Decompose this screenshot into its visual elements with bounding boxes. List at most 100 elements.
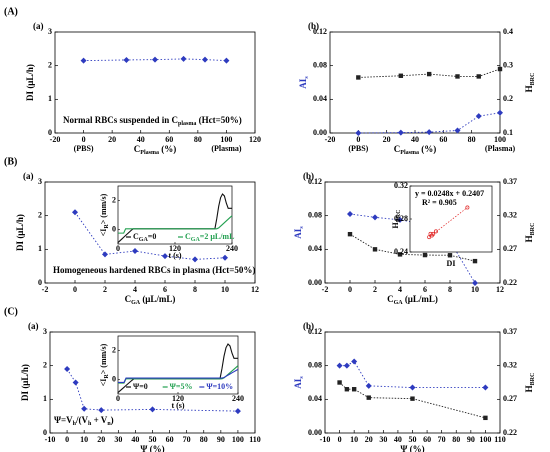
x-axis-label: CPlasma (%) — [394, 144, 436, 156]
y-tick-label: 0.04 — [308, 244, 322, 253]
inset-x-tick-label: 120 — [169, 244, 181, 253]
legend-label-part: C — [185, 232, 191, 241]
inset-y-tick-label: 2 — [112, 195, 116, 204]
y2-tick-label: 0.37 — [503, 177, 517, 186]
legend-label: CGA=2 μL/mL — [185, 232, 234, 244]
y-tick-label: 2 — [43, 360, 47, 369]
marker — [365, 382, 372, 389]
marker — [180, 55, 187, 62]
series-line — [83, 58, 227, 62]
x-tick-label: 2 — [103, 285, 107, 294]
x-tick-label: 40 — [131, 435, 139, 444]
y-tick-label: 0.12 — [313, 27, 327, 36]
y2-tick-label: 0.37 — [503, 327, 517, 336]
inset-y-label-part: R — [104, 224, 110, 229]
marker — [426, 71, 432, 77]
marker — [347, 231, 353, 237]
y-tick-label: 0.08 — [308, 360, 322, 369]
marker — [234, 408, 241, 415]
x-tick-label: 12 — [251, 285, 259, 294]
x-tick-label: 10 — [80, 435, 88, 444]
x-tick-label: -10 — [320, 435, 331, 444]
inset-point — [427, 235, 432, 240]
y-axis-label: DI (μL/h) — [25, 64, 35, 101]
marker — [81, 405, 88, 412]
marker — [410, 396, 415, 401]
y2-axis-label-part: H — [524, 235, 534, 242]
y2-tick-label: 0.32 — [503, 210, 517, 219]
inset-x-label: t (s) — [171, 401, 184, 410]
marker — [355, 130, 362, 136]
y-axis-label-part: s — [304, 76, 310, 79]
x-tick-label: 4 — [133, 285, 137, 294]
trace — [118, 368, 239, 383]
y-tick-label: 0 — [38, 278, 42, 287]
annotation-part: Normal RBCs suspended in C — [63, 115, 178, 125]
x-axis-label-part: (μL/mL) — [403, 294, 438, 304]
plot-frame — [54, 31, 256, 134]
marker — [72, 209, 78, 216]
inset-y-label-part: <I — [99, 379, 108, 387]
legend-label-part: =2 μL/mL — [200, 232, 235, 241]
equation: y = 0.0248x + 0.2407 — [415, 189, 484, 198]
y-axis-label-part: AI — [293, 378, 303, 388]
marker — [483, 415, 488, 421]
x-tick-label: 0 — [73, 285, 77, 294]
inset-y-tick-label: 0.28 — [394, 214, 408, 223]
marker — [475, 113, 482, 120]
inset-x-label-part: DI — [447, 259, 456, 268]
y-tick-label: 0 — [48, 128, 52, 137]
y-axis-label: DI (μL/h) — [15, 214, 25, 251]
x-tick-label: 50 — [149, 435, 157, 444]
x-tick-label: -20 — [325, 135, 336, 144]
inset-point — [465, 205, 470, 210]
x-axis-label-part: GA — [394, 300, 404, 306]
marker — [366, 395, 371, 400]
marker — [343, 362, 350, 369]
x-tick-label: 20 — [97, 435, 105, 444]
x-axis-label-part: Ψ (%) — [140, 444, 164, 452]
y-axis-label-part: AI — [298, 78, 308, 88]
inset-y-label: <IR> (mm/s) — [99, 193, 111, 236]
y2-axis-label-part: H — [524, 385, 534, 392]
annotation-part: h — [73, 421, 77, 427]
x-tick-label: 10 — [471, 285, 479, 294]
inset-frame — [117, 185, 233, 245]
x-tick-label: 80 — [200, 435, 208, 444]
y-axis-label-part: DI (μL/h) — [15, 214, 25, 251]
y-axis-label: AIs — [298, 76, 310, 89]
inset-x-tick-label: 0 — [116, 394, 120, 403]
marker — [476, 74, 481, 79]
y2-tick-label: 0.4 — [503, 27, 513, 36]
x-tick-label: 8 — [448, 285, 452, 294]
inset-x-label: DI — [447, 259, 456, 268]
y2-tick-label: 0.3 — [503, 60, 513, 69]
marker — [409, 384, 416, 391]
y2-tick-label: 0.27 — [503, 244, 517, 253]
annotation-part: Homogeneous hardened RBCs in plasma (Hct… — [53, 265, 255, 275]
x-axis-label-part: Ψ (%) — [400, 444, 424, 452]
marker — [497, 109, 503, 116]
y2-axis-label-part: BRC — [530, 223, 536, 236]
y-tick-label: 0.04 — [308, 394, 322, 403]
plot-frame — [44, 181, 256, 284]
x-axis-label-part: (%) — [419, 144, 436, 154]
x-tick-label: 120 — [249, 135, 261, 144]
legend-label-part: GA — [139, 237, 149, 243]
x-tick-label: 60 — [166, 435, 174, 444]
y-tick-label: 2 — [48, 60, 52, 69]
inset-y-tick-label: 0.32 — [394, 181, 408, 190]
annotation-part: h — [88, 421, 92, 427]
marker — [482, 384, 489, 391]
x-tick-label: 40 — [137, 135, 145, 144]
legend-label-part: Ψ=10% — [206, 382, 233, 391]
trace — [118, 215, 233, 234]
marker — [426, 129, 433, 136]
y2-tick-label: 0.32 — [503, 360, 517, 369]
y-tick-label: 0.04 — [313, 94, 327, 103]
y-tick-label: 0.00 — [313, 128, 327, 137]
marker — [455, 74, 460, 79]
x-tick-label: -2 — [42, 285, 49, 294]
